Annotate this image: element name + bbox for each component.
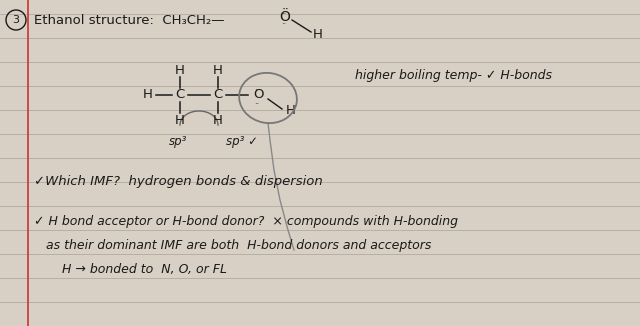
Text: H: H — [175, 113, 185, 126]
Text: as their dominant IMF are both  H-bond donors and acceptors: as their dominant IMF are both H-bond do… — [34, 240, 431, 253]
Text: H: H — [213, 113, 223, 126]
Text: ..: .. — [254, 83, 260, 93]
Text: 3: 3 — [13, 15, 19, 25]
Text: Ö: Ö — [280, 10, 291, 24]
Text: H → bonded to  N, O, or FL: H → bonded to N, O, or FL — [34, 263, 227, 276]
Text: sp³: sp³ — [169, 135, 187, 147]
Text: H: H — [175, 65, 185, 78]
Text: ✓Which IMF?  hydrogen bonds & dispersion: ✓Which IMF? hydrogen bonds & dispersion — [34, 175, 323, 188]
Text: H: H — [286, 105, 296, 117]
Text: ..: .. — [282, 7, 287, 17]
Text: ..: .. — [254, 97, 260, 107]
Text: higher boiling temp- ✓ H-bonds: higher boiling temp- ✓ H-bonds — [355, 69, 552, 82]
Text: Ethanol structure:  CH₃CH₂—: Ethanol structure: CH₃CH₂— — [34, 13, 225, 26]
Text: C: C — [213, 88, 223, 101]
Text: H: H — [143, 88, 153, 101]
Text: H: H — [313, 28, 323, 41]
Text: O: O — [253, 88, 263, 101]
Text: ✓ H bond acceptor or H-bond donor?  ⨯ compounds with H-bonding: ✓ H bond acceptor or H-bond donor? ⨯ com… — [34, 215, 458, 229]
Text: sp³ ✓: sp³ ✓ — [226, 135, 258, 147]
Text: H: H — [213, 65, 223, 78]
Text: C: C — [175, 88, 184, 101]
Text: ..: .. — [282, 18, 287, 26]
